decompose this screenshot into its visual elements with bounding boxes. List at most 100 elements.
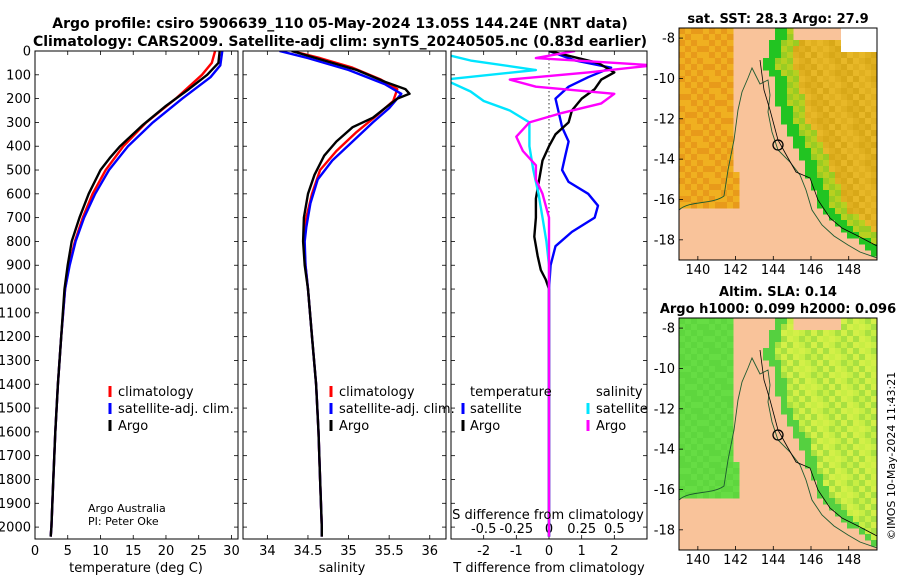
map-cell (787, 70, 794, 77)
map-cell (793, 142, 800, 149)
map-cell (841, 220, 848, 227)
map-cell (847, 88, 854, 95)
x-tick-label: 34.5 (293, 544, 322, 559)
map-cell (835, 208, 842, 215)
map-cell (691, 112, 698, 119)
map-cell (859, 112, 866, 119)
map-cell (835, 366, 842, 373)
map-cell (805, 342, 812, 349)
map-cell (847, 166, 854, 173)
map-cell (691, 172, 698, 179)
map-cell (787, 384, 794, 391)
map-cell (721, 330, 728, 337)
map-cell (703, 64, 710, 71)
legend-label-satellite: satellite-adj. clim. (339, 402, 455, 417)
map-cell (697, 408, 704, 415)
map-cell (811, 474, 818, 481)
map-cell (793, 378, 800, 385)
map-cell (829, 70, 836, 77)
map-cell (679, 444, 686, 451)
map-cell (841, 396, 848, 403)
map-cell (679, 106, 686, 113)
map-cell (865, 148, 872, 155)
map-cell (787, 390, 794, 397)
map-cell (697, 70, 704, 77)
map-cell (775, 330, 782, 337)
lat-tick-label: -8 (662, 322, 675, 337)
map-cell (691, 148, 698, 155)
map-cell (817, 190, 824, 197)
map-cell (817, 76, 824, 83)
map-cell (823, 76, 830, 83)
map-cell (697, 438, 704, 445)
map-cell (691, 100, 698, 107)
map-cell (865, 160, 872, 167)
map-cell (793, 390, 800, 397)
map-cell (841, 450, 848, 457)
map-cell (871, 70, 877, 77)
map-cell (829, 432, 836, 439)
map-cell (775, 342, 782, 349)
map-cell (805, 348, 812, 355)
map-cell (841, 70, 848, 77)
map-cell (691, 336, 698, 343)
map-cell (799, 142, 806, 149)
map-cell (793, 354, 800, 361)
map-cell (835, 142, 842, 149)
map-cell (865, 232, 872, 239)
map-cell (793, 348, 800, 355)
map-cell (793, 112, 800, 119)
map-cell (829, 106, 836, 113)
map-cell (805, 378, 812, 385)
legend-label-climatology: climatology (118, 385, 194, 400)
map-cell (829, 366, 836, 373)
map-cell (841, 82, 848, 89)
map-cell (715, 354, 722, 361)
map-cell (775, 82, 782, 89)
map-cell (703, 46, 710, 53)
lat-tick-label: -10 (654, 72, 675, 87)
map-cell (781, 106, 788, 113)
map-cell (721, 160, 728, 167)
map-cell (697, 426, 704, 433)
map-cell (769, 360, 776, 367)
map-cell (829, 480, 836, 487)
map-cell (841, 46, 848, 53)
map-cell (727, 190, 734, 197)
map-cell (685, 76, 692, 83)
map-cell (817, 372, 824, 379)
map-cell (721, 450, 728, 457)
map-cell (859, 390, 866, 397)
difference-gridlines (451, 50, 647, 539)
map-cell (727, 40, 734, 47)
map-cell (817, 366, 824, 373)
map-cell (817, 426, 824, 433)
map-cell (715, 396, 722, 403)
map-cell (829, 426, 836, 433)
map-cell (847, 58, 854, 65)
lat-tick-label: -14 (654, 443, 675, 458)
map-cell (787, 366, 794, 373)
map-cell (847, 474, 854, 481)
map-cell (841, 486, 848, 493)
map-cell (691, 160, 698, 167)
map-cell (841, 52, 848, 59)
map-cell (697, 142, 704, 149)
map-cell (685, 196, 692, 203)
sla-cells (679, 318, 877, 547)
map-cell (829, 492, 836, 499)
map-cell (811, 118, 818, 125)
map-cell (847, 46, 854, 53)
map-cell (871, 106, 877, 113)
map-cell (793, 64, 800, 71)
map-cell (715, 166, 722, 173)
map-cell (715, 384, 722, 391)
map-cell (727, 318, 734, 325)
x-tick-label: 5 (64, 544, 72, 559)
map-cell (871, 504, 877, 511)
map-cell (721, 88, 728, 95)
map-cell (841, 184, 848, 191)
map-cell (841, 330, 848, 337)
map-cell (721, 58, 728, 65)
map-cell (805, 450, 812, 457)
